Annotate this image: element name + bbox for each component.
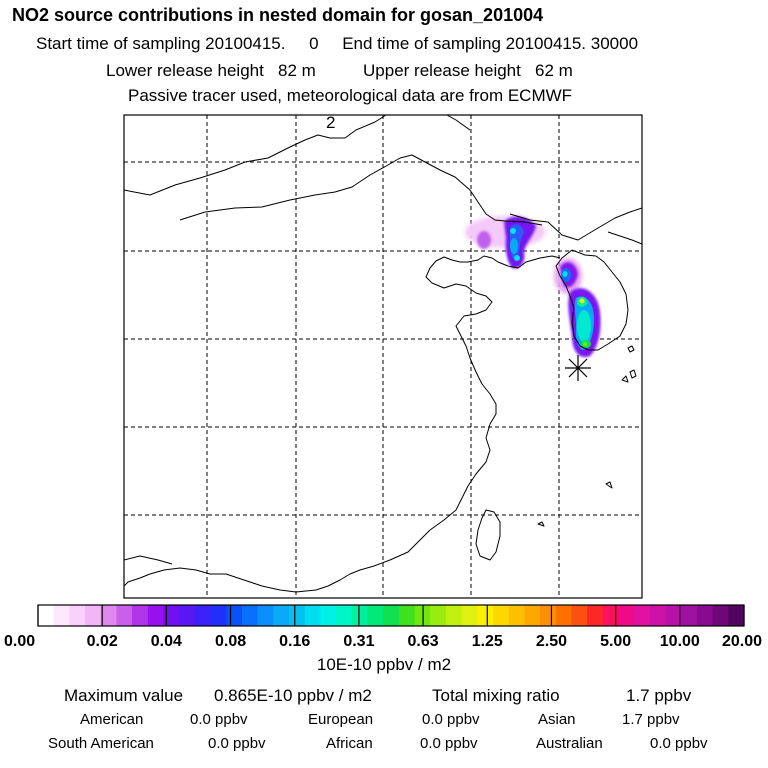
colorbar-swatch [571,605,588,626]
end-time-label: End time of sampling 20100415. 30000 [342,34,639,53]
colorbar-tick-label: 0.16 [279,633,310,650]
upper-height-label: Upper release height [363,61,521,80]
plume-korea [554,258,601,358]
colorbar-swatch [194,605,212,626]
colorbar-ticks: 0.00 0.02 0.04 0.08 0.16 0.31 0.63 1.25 2.50 5.00… [4,605,762,650]
coastlines [124,115,642,593]
colorbar-swatch [477,605,494,626]
colorbar-swatch [336,605,353,626]
colorbar-swatch [273,605,290,626]
upper-height-value: 62 m [535,61,573,80]
colorbar-tick-label: 2.50 [536,633,567,650]
plume-liaoning [465,216,545,269]
colorbar-swatch [257,605,274,626]
region-australian-value: 0.0 ppbv [650,735,708,752]
colorbar-swatch [100,605,117,626]
region-european-name: European [308,711,374,728]
colorbar [37,604,745,627]
colorbar-swatch [492,605,510,626]
lower-height-value: 82 m [278,61,316,80]
colorbar-swatch [445,605,463,626]
colorbar-swatch [241,605,259,626]
start-time-hour: 0 [309,34,319,53]
region-asian-value: 1.7 ppbv [622,711,680,728]
map-content [124,115,642,598]
colorbar-swatch [665,605,682,626]
map-gridlines [124,115,642,598]
total-mixing-value: 1.7 ppbv [626,686,692,705]
max-value: 0.865E-10 ppbv / m2 [214,686,372,705]
colorbar-swatch [38,605,55,626]
colorbar-tick-label: 0.02 [87,633,118,650]
colorbar-swatch [383,605,400,626]
region-african-name: African [326,735,373,752]
region-south-american-value: 0.0 ppbv [208,735,266,752]
region-american-name: American [80,711,144,728]
colorbar-swatch [289,605,306,626]
colorbar-swatch [147,605,165,626]
colorbar-swatch [69,605,86,626]
region-australian-name: Australian [536,735,603,752]
colorbar-tick-label: 0.04 [151,633,182,650]
colorbar-swatch [85,605,102,626]
tracer-note: Passive tracer used, meteorological data… [128,86,573,105]
colorbar-swatch [602,605,619,626]
colorbar-swatch [540,605,557,626]
colorbar-swatch [461,605,478,626]
map-frame [123,114,643,599]
colorbar-swatch [351,605,368,626]
colorbar-swatch [179,605,196,626]
sampling-time-line: Start time of sampling 20100415. 0 End t… [36,35,638,52]
colorbar-swatch [210,605,227,626]
colorbar-swatch [649,605,667,626]
colorbar-swatch [116,605,133,626]
colorbar-swatch [430,605,447,626]
colorbar-unit: 10E-10 ppbv / m2 [316,655,452,674]
colorbar-tick-label: 20.00 [722,633,762,650]
receptor-marker [565,355,591,381]
colorbar-swatch [524,605,541,626]
colorbar-swatch [555,605,572,626]
colorbar-swatch [320,605,337,626]
colorbar-swatch [587,605,604,626]
colorbar-tick-label: 0.08 [215,633,246,650]
region-american-value: 0.0 ppbv [190,711,248,728]
region-south-american-name: South American [48,735,154,752]
colorbar-swatch [696,605,714,626]
colorbar-tick-label: 10.00 [660,633,700,650]
colorbar-swatch [226,605,243,626]
region-african-value: 0.0 ppbv [420,735,478,752]
colorbar-swatch [367,605,384,626]
release-height-line: Lower release height 82 m Upper release … [106,62,573,79]
colorbar-swatch [398,605,416,626]
region-asian-name: Asian [538,711,576,728]
region-european-value: 0.0 ppbv [422,711,480,728]
colorbar-tick-label: 0.00 [4,633,35,650]
colorbar-tick-label: 1.25 [472,633,503,650]
colorbar-swatch [634,605,651,626]
colorbar-tick-label: 0.31 [343,633,374,650]
max-value-label: Maximum value [64,686,184,705]
colorbar-tick-label: 5.00 [600,633,631,650]
colorbar-swatch [712,605,729,626]
colorbar-swatch [132,605,149,626]
colorbar-swatch [304,605,321,626]
colorbar-swatch [163,605,180,626]
start-time-label: Start time of sampling 20100415. [36,34,286,53]
colorbar-swatch [53,605,70,626]
colorbar-tick-label: 0.63 [408,633,439,650]
lower-height-label: Lower release height [106,61,264,80]
colorbar-swatch [681,605,698,626]
map-marker-label: 2 [326,113,335,132]
colorbar-swatch [508,605,525,626]
colorbar-swatch [728,605,745,626]
total-mixing-label: Total mixing ratio [432,686,560,705]
colorbar-swatch [618,605,635,626]
chart-title: NO2 source contributions in nested domai… [12,5,544,25]
